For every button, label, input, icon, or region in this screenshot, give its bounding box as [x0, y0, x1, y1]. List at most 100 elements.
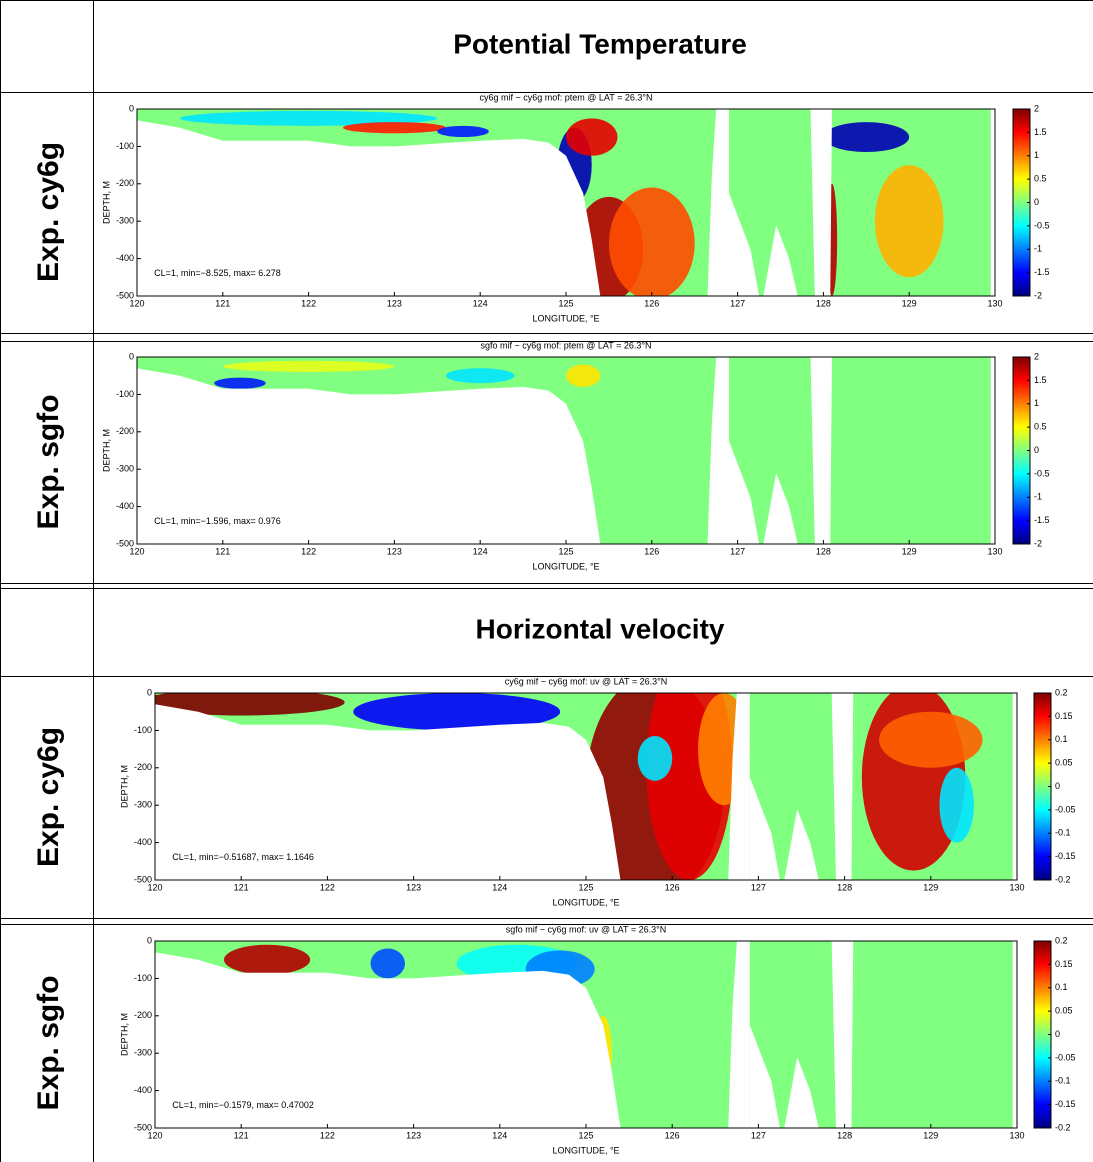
y-tick-label: -400 — [134, 1085, 152, 1095]
x-tick-label: 127 — [730, 298, 745, 308]
x-tick-label: 130 — [987, 546, 1002, 556]
x-tick-label: 122 — [301, 546, 316, 556]
field-blob — [939, 767, 974, 843]
land-mask — [729, 441, 760, 544]
x-tick-label: 124 — [492, 882, 507, 892]
y-tick-label: -200 — [116, 426, 134, 436]
field — [155, 693, 1017, 880]
land-mask — [784, 1056, 819, 1128]
land-mask — [155, 952, 621, 1128]
colorbar-tick-label: 0.05 — [1055, 1006, 1073, 1016]
x-tick-label: 123 — [406, 882, 421, 892]
x-tick-label: 121 — [234, 1130, 249, 1140]
x-tick-label: 129 — [923, 1130, 938, 1140]
field-blob — [823, 122, 910, 153]
y-tick-label: -500 — [116, 538, 134, 548]
y-tick-label: -200 — [134, 762, 152, 772]
land-mask — [784, 808, 819, 880]
field-blob — [566, 118, 618, 156]
field-blob — [214, 377, 266, 389]
row-label: Exp. cy6g — [32, 142, 65, 282]
y-tick-label: -100 — [116, 141, 134, 151]
land-mask — [831, 941, 854, 1128]
row-label: Exp. sgfo — [32, 975, 65, 1110]
colorbar-tick-label: -0.1 — [1055, 1076, 1071, 1086]
x-tick-label: 124 — [473, 298, 488, 308]
y-tick-label: -100 — [134, 973, 152, 983]
field-blob — [222, 360, 395, 372]
x-tick-label: 126 — [665, 882, 680, 892]
colorbar-tick-label: 0.15 — [1055, 959, 1073, 969]
field — [137, 357, 995, 544]
field-blob — [437, 125, 489, 138]
colorbar-tick-label: 2 — [1034, 103, 1039, 113]
y-axis-label: DEPTH, M — [119, 1013, 129, 1056]
y-tick-label: 0 — [129, 351, 134, 361]
y-tick-label: -500 — [116, 290, 134, 300]
field-blob — [445, 368, 515, 384]
y-tick-label: -200 — [116, 178, 134, 188]
x-tick-label: 120 — [147, 882, 162, 892]
colorbar-tick-label: 0 — [1055, 1029, 1060, 1039]
field-blob — [179, 110, 438, 126]
land-mask — [763, 472, 798, 544]
colorbar-tick-label: -0.1 — [1055, 828, 1071, 838]
colorbar-tick-label: -0.5 — [1034, 468, 1050, 478]
x-tick-label: 125 — [558, 546, 573, 556]
land-mask — [707, 357, 730, 544]
x-tick-label: 128 — [816, 298, 831, 308]
colorbar-tick-label: 0.5 — [1034, 174, 1047, 184]
land-mask — [749, 777, 780, 880]
y-tick-label: 0 — [147, 687, 152, 697]
colorbar-tick-label: -0.15 — [1055, 851, 1076, 861]
land-mask — [810, 357, 832, 544]
x-tick-label: 130 — [1009, 882, 1024, 892]
x-tick-label: 129 — [923, 882, 938, 892]
land-mask — [1012, 693, 1017, 880]
annotation: CL=1, min=−8.525, max= 6.278 — [154, 268, 281, 278]
annotation: CL=1, min=−1.596, max= 0.976 — [154, 516, 281, 526]
x-tick-label: 130 — [987, 298, 1002, 308]
colorbar-tick-label: 0 — [1055, 781, 1060, 791]
x-tick-label: 124 — [492, 1130, 507, 1140]
field — [155, 941, 1017, 1128]
y-axis-label: DEPTH, M — [101, 429, 111, 472]
y-tick-label: -200 — [134, 1010, 152, 1020]
colorbar-tick-label: -0.05 — [1055, 1052, 1076, 1062]
y-tick-label: 0 — [129, 103, 134, 113]
plot-title: sgfo mif − cy6g mof: uv @ LAT = 26.3°N — [506, 924, 666, 934]
land-mask — [728, 693, 750, 880]
y-tick-label: -400 — [116, 253, 134, 263]
x-tick-label: 125 — [558, 298, 573, 308]
x-tick-label: 130 — [1009, 1130, 1024, 1140]
x-tick-label: 125 — [578, 882, 593, 892]
x-tick-label: 126 — [665, 1130, 680, 1140]
x-axis-label: LONGITUDE, °E — [532, 313, 599, 323]
x-tick-label: 122 — [320, 882, 335, 892]
colorbar-tick-label: -1 — [1034, 244, 1042, 254]
row-label: Exp. sgfo — [32, 394, 65, 529]
y-tick-label: -500 — [134, 874, 152, 884]
y-tick-label: -300 — [134, 800, 152, 810]
x-tick-label: 128 — [837, 882, 852, 892]
colorbar-tick-label: 1 — [1034, 398, 1039, 408]
colorbar-tick-label: 1.5 — [1034, 127, 1047, 137]
y-tick-label: -100 — [134, 725, 152, 735]
field-blob — [879, 711, 983, 768]
land-mask — [810, 109, 832, 296]
land-mask — [728, 941, 750, 1128]
y-tick-label: 0 — [147, 935, 152, 945]
plot-title: cy6g mif − cy6g mof: ptem @ LAT = 26.3°N — [480, 92, 653, 102]
land-mask — [749, 1025, 780, 1128]
x-tick-label: 127 — [730, 546, 745, 556]
land-mask — [137, 120, 601, 296]
field-blob — [608, 187, 695, 296]
colorbar-tick-label: 0 — [1034, 197, 1039, 207]
x-tick-label: 124 — [473, 546, 488, 556]
y-tick-label: -300 — [116, 464, 134, 474]
field-blob — [155, 693, 345, 716]
colorbar-tick-label: 0.5 — [1034, 422, 1047, 432]
x-tick-label: 129 — [902, 298, 917, 308]
field-blob — [223, 944, 311, 975]
land-mask — [763, 224, 798, 296]
